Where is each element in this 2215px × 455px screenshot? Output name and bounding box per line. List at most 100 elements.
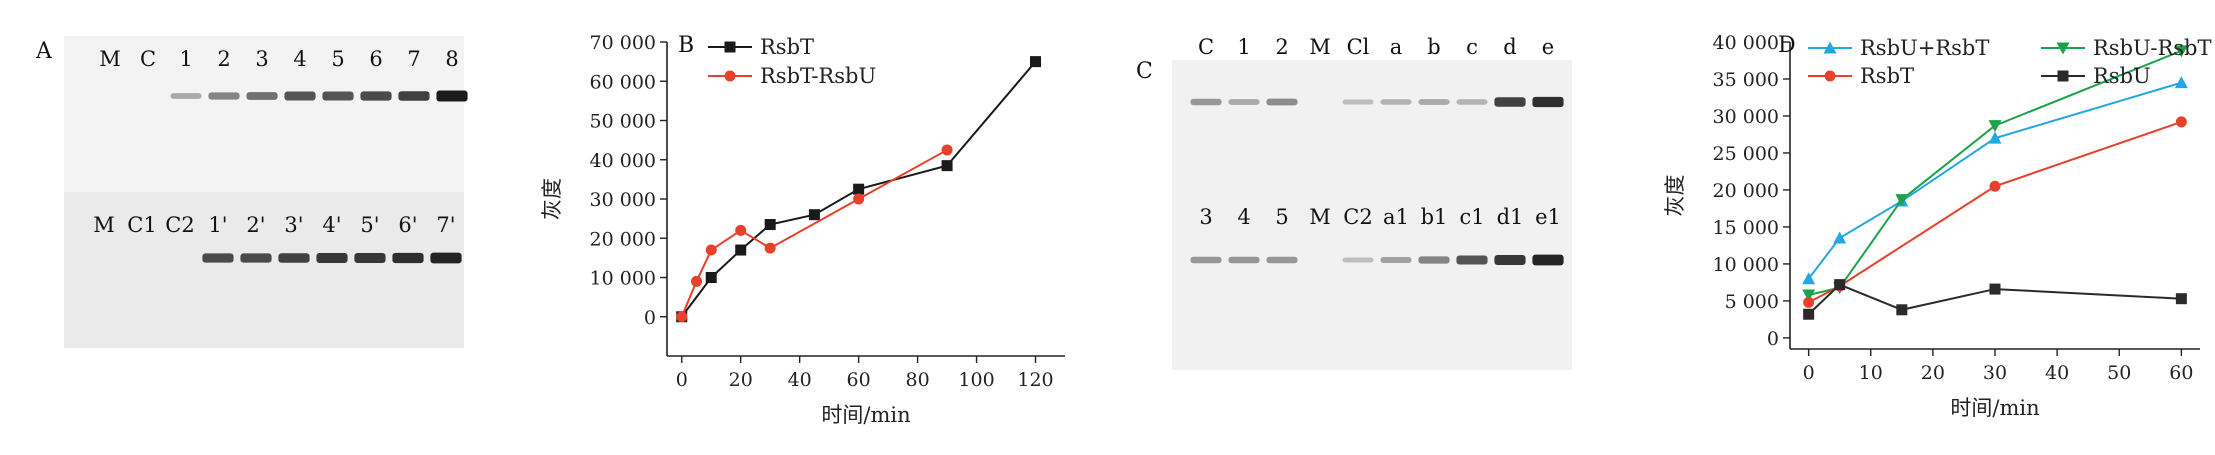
blot-a-bottom-lane-label: 2' xyxy=(246,213,265,237)
y-tick-label: 30 000 xyxy=(590,189,656,211)
y-tick-label: 40 000 xyxy=(590,150,656,172)
y-tick-label: 15 000 xyxy=(1713,217,1779,239)
y-tick-label: 20 000 xyxy=(1713,180,1779,202)
y-axis-label: 灰度 xyxy=(540,178,564,220)
blot-a-bottom-lane-label: M xyxy=(93,213,115,237)
data-point xyxy=(735,224,747,236)
blot-a-top-lane-label: 1 xyxy=(179,47,192,71)
blot-c-bottom-band xyxy=(1266,256,1298,264)
data-point xyxy=(2175,116,2187,128)
blot-a-bottom-lane-label: C1 xyxy=(127,213,156,237)
data-point xyxy=(853,193,865,205)
blot-a-top-band xyxy=(436,90,468,102)
x-tick-label: 0 xyxy=(1803,362,1815,384)
blot-a-top-lane-label: 2 xyxy=(217,47,230,71)
blot-c-top-band xyxy=(1380,99,1412,105)
data-point xyxy=(941,144,953,156)
y-tick-label: 70 000 xyxy=(590,32,656,54)
y-tick-label: 35 000 xyxy=(1713,69,1779,91)
blot-c-top-lane-label: 2 xyxy=(1275,35,1288,59)
blot-a: A M C 1 2 3 4 5 6 7 8M C1 C2 1' 2' 3' 4' 5' 6' 7' xyxy=(35,36,468,348)
blot-c-membrane xyxy=(1172,60,1572,370)
panel-d: D 0 5 000 10 000 15 000 20 000 25 000 30 000 35… xyxy=(1645,0,2215,451)
blot-c-top-band xyxy=(1418,99,1450,105)
blot-c-top-band xyxy=(1266,98,1298,106)
data-point xyxy=(1802,272,1816,285)
y-tick-label: 10 000 xyxy=(1713,254,1779,276)
blot-c-bottom-band xyxy=(1418,256,1450,264)
legend-swatch-marker xyxy=(724,41,736,53)
blot-c-top-lane-label: a xyxy=(1390,35,1403,59)
y-tick-label: 40 000 xyxy=(1713,32,1779,54)
y-tick-label: 20 000 xyxy=(590,228,656,250)
x-axis-label: 时间/min xyxy=(1950,396,2039,420)
blot-a-top-band xyxy=(360,91,392,101)
blot-a-bottom-band xyxy=(316,253,348,263)
blot-a-bottom-membrane xyxy=(64,192,464,348)
data-point xyxy=(2175,293,2187,305)
blot-c-bottom-band xyxy=(1456,255,1488,265)
blot-c-bottom-lane-label: a1 xyxy=(1383,205,1409,229)
data-point xyxy=(1803,308,1815,320)
data-point xyxy=(1833,231,1847,244)
blot-a-top-lane-label: 5 xyxy=(331,47,344,71)
panel-c: C C 1 2 M Cl a b c d e 3 4 5 M C2 a1 b1 c1 d1 e1 xyxy=(1130,0,1590,451)
blot-a-bottom-lane-label: 7' xyxy=(436,213,455,237)
blot-c-bottom-band xyxy=(1494,255,1526,265)
blot-c-top-band xyxy=(1456,99,1488,105)
data-point xyxy=(1988,131,2002,144)
x-tick-label: 40 xyxy=(2045,362,2069,384)
data-point xyxy=(1989,180,2001,192)
x-axis-label: 时间/min xyxy=(821,403,910,427)
data-point xyxy=(1802,289,1816,302)
x-tick-label: 100 xyxy=(958,369,994,391)
y-tick-label: 25 000 xyxy=(1713,143,1779,165)
blot-c-bottom-band xyxy=(1342,257,1374,263)
blot-c-bottom-band xyxy=(1228,256,1260,264)
blot-c-top-lane-label: e xyxy=(1542,35,1554,59)
blot-a-bottom-lane-label: C2 xyxy=(165,213,194,237)
blot-a-top-band xyxy=(284,91,316,101)
data-point xyxy=(1803,296,1815,308)
blot-c-bottom-lane-label: c1 xyxy=(1459,205,1484,229)
blot-c-bottom-lane-label: 4 xyxy=(1237,205,1250,229)
x-tick-label: 20 xyxy=(729,369,753,391)
blot-c-bottom-lane-label: 5 xyxy=(1275,205,1288,229)
legend-swatch-marker xyxy=(2056,42,2070,55)
data-point xyxy=(2174,76,2188,89)
blot-a-bottom-lane-label: 3' xyxy=(284,213,303,237)
y-tick-label: 0 xyxy=(644,307,656,329)
data-point xyxy=(1834,279,1846,291)
y-axis-label: 灰度 xyxy=(1663,175,1687,217)
blot-a-bottom-band xyxy=(392,252,424,264)
blot-a-top-lane-label: 4 xyxy=(293,47,306,71)
blot-a-bottom-lane-label: 6' xyxy=(398,213,417,237)
legend-swatch-marker xyxy=(1824,70,1836,82)
x-tick-label: 40 xyxy=(788,369,812,391)
x-tick-label: 60 xyxy=(2169,362,2193,384)
x-tick-label: 120 xyxy=(1017,369,1053,391)
data-point xyxy=(735,244,747,256)
legend-label: RsbT xyxy=(760,35,814,59)
x-tick-label: 80 xyxy=(905,369,929,391)
x-tick-label: 30 xyxy=(1983,362,2007,384)
blot-c-bottom-lane-label: e1 xyxy=(1535,205,1561,229)
blot-a-bottom-lane-label: 1' xyxy=(208,213,227,237)
legend-swatch-marker xyxy=(724,70,736,82)
blot-c-bottom-lane-label: b1 xyxy=(1421,205,1448,229)
panel-label-d: D xyxy=(1778,33,1796,58)
data-point xyxy=(705,244,717,256)
blot-c-bottom-lane-label: M xyxy=(1309,205,1331,229)
blot-c-top-lane-label: M xyxy=(1309,35,1331,59)
data-point xyxy=(1030,56,1042,68)
blot-c-bottom-band xyxy=(1532,254,1564,266)
chart-d: D 0 5 000 10 000 15 000 20 000 25 000 30 000 35… xyxy=(1663,32,2212,420)
data-point xyxy=(690,275,702,287)
panel-label-b: B xyxy=(678,33,694,58)
panel-a: A M C 1 2 3 4 5 6 7 8 M C1 C2 1' 2' 3' 4' 5' 6' 7' xyxy=(0,0,480,451)
blot-a-top-membrane xyxy=(64,36,464,192)
data-point xyxy=(1896,304,1908,316)
legend-label: RsbU xyxy=(2093,64,2151,88)
blot-a-top-band xyxy=(398,91,430,101)
blot-c-bottom-band xyxy=(1190,256,1222,264)
